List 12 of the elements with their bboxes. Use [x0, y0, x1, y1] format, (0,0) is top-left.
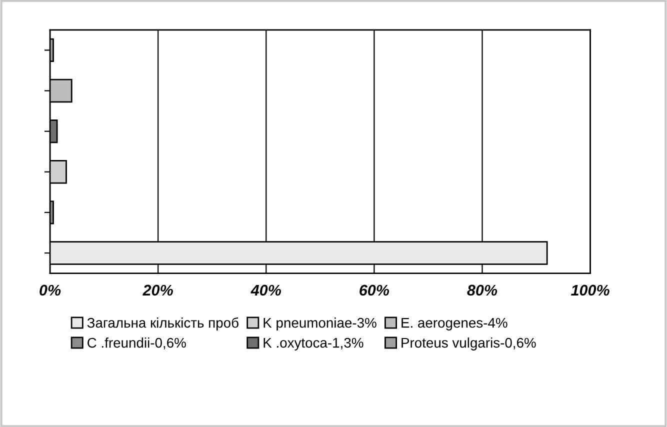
x-tick-label: 60% [360, 284, 390, 296]
legend-label: K .oxytoca-1,3% [264, 338, 364, 350]
legend-label: C .freundii-0,6% [88, 338, 186, 350]
x-tick-label: 0% [40, 284, 61, 296]
legend-label: K pneumoniae-3% [264, 318, 376, 330]
x-tick-label: 40% [250, 284, 281, 296]
legend-label: Загальна кількість проб [87, 317, 238, 330]
x-tick-label: 80% [467, 284, 498, 296]
legend-label: Proteus vulgaris-0,6% [402, 338, 536, 350]
x-tick-label: 100% [571, 284, 610, 296]
x-tick-label: 20% [142, 284, 173, 296]
legend-label: E. aerogenes-4% [402, 318, 508, 330]
